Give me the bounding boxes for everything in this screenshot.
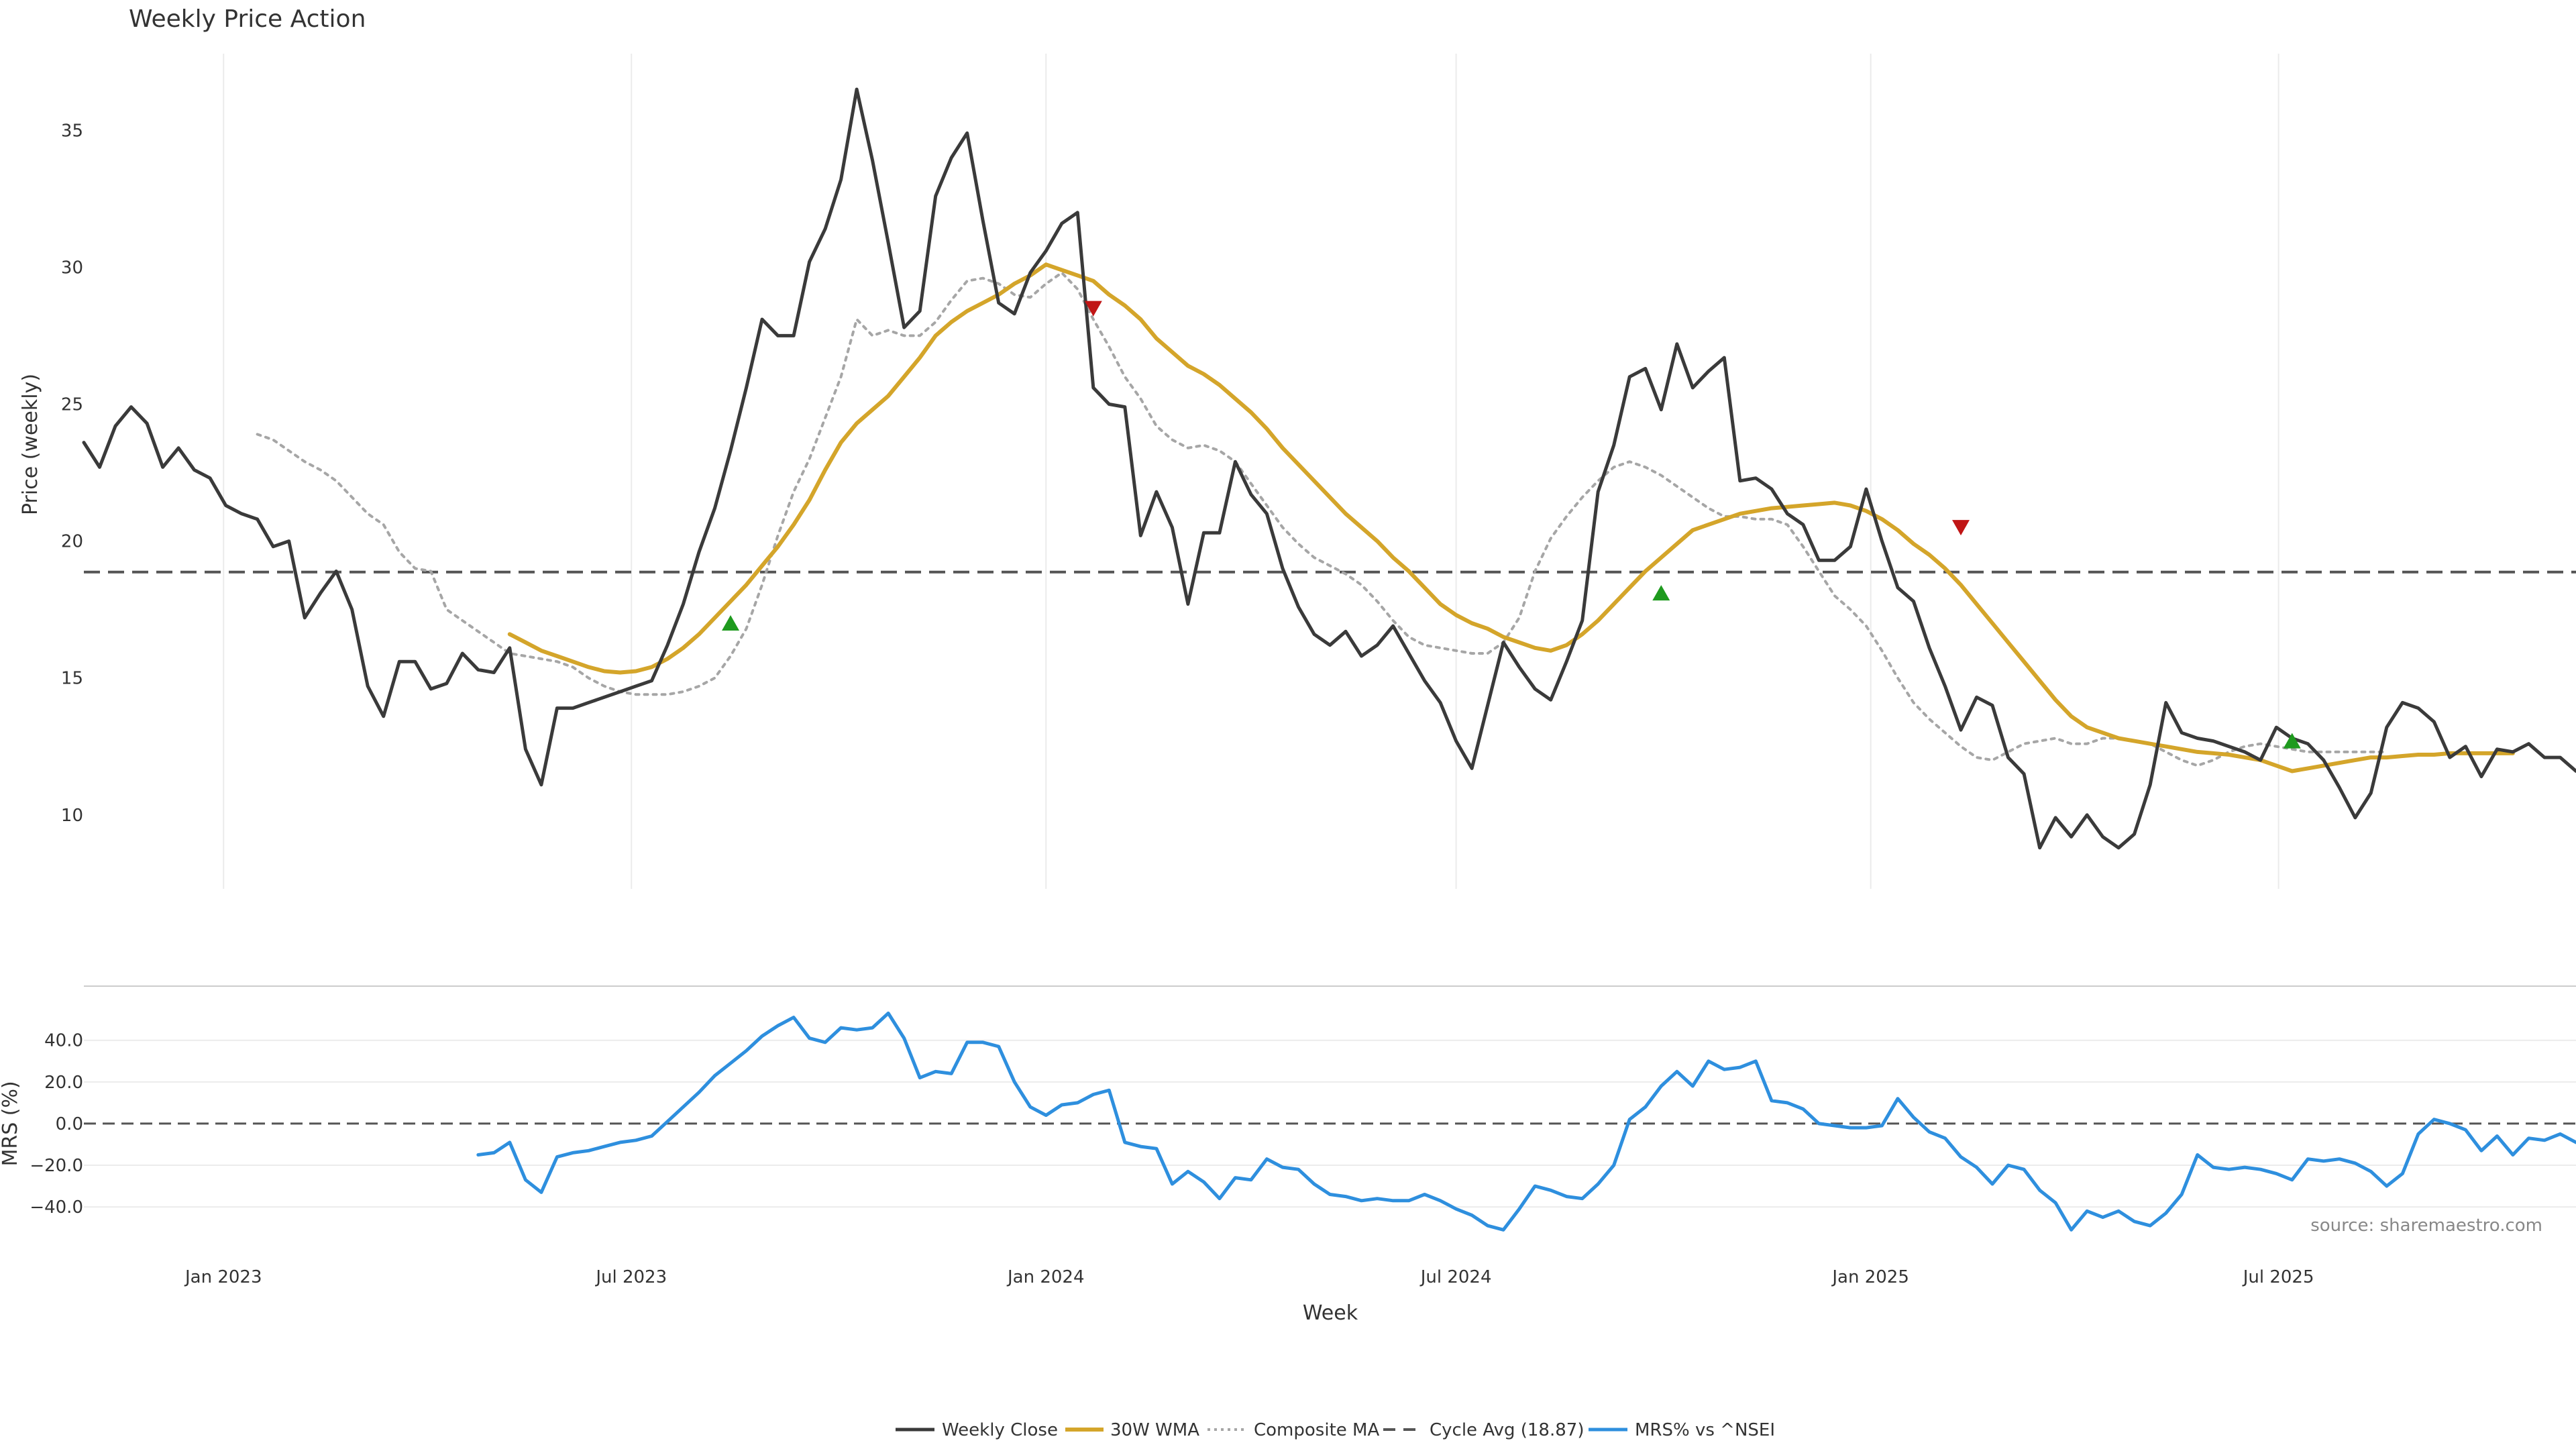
mrs-series [476,1011,2576,1232]
legend-item-weekly-close: Weekly Close [896,1420,1058,1440]
x-tick-2: Jan 2024 [1006,1267,1085,1287]
price-y-tick-1: 15 [61,669,83,689]
sell-signal-marker-1 [1084,301,1102,317]
x-tick-0: Jan 2023 [184,1267,262,1287]
legend-item-cycle-avg: Cycle Avg (18.87) [1383,1420,1584,1440]
mrs-y-axis-label: MRS (%) [0,1081,22,1166]
legend: Weekly Close 30W WMA Composite MA Cycle … [896,1420,1775,1440]
sell-signal-marker-3 [1952,520,1970,536]
buy-signal-marker-4 [2283,733,2301,749]
series-composite-ma-line [256,271,2388,767]
price-series [82,87,2576,850]
source-note: source: sharemaestro.com [2310,1216,2542,1236]
price-y-tick-4: 30 [61,258,83,278]
buy-signal-marker-0 [722,615,740,631]
legend-label-composite-ma: Composite MA [1254,1420,1379,1440]
legend-item-mrs: MRS% vs ^NSEI [1589,1420,1775,1440]
legend-label-cycle-avg: Cycle Avg (18.87) [1430,1420,1584,1440]
mrs-y-tick-2: 0.0 [56,1114,83,1134]
series-weekly-close-line [82,87,2576,850]
price-y-tick-3: 25 [61,394,83,415]
series-mrs-line [476,1011,2576,1232]
mrs-y-tick-3: 20.0 [44,1073,83,1093]
mrs-y-tick-4: 40.0 [44,1031,83,1051]
mrs-y-tick-1: −20.0 [30,1156,83,1176]
legend-item-composite-ma: Composite MA [1208,1420,1379,1440]
legend-label-weekly-close: Weekly Close [942,1420,1058,1440]
mrs-panel: −40.0 −20.0 0.0 20.0 40.0 MRS (%) source: sh… [0,985,2576,1236]
price-panel: 10 15 20 25 30 35 Price (weekly) [19,54,2576,889]
legend-label-30w-wma: 30W WMA [1110,1420,1199,1440]
x-axis-label: Week [1303,1301,1358,1325]
price-y-tick-0: 10 [61,806,83,826]
price-y-axis-label: Price (weekly) [19,374,42,515]
price-y-tick-2: 20 [61,532,83,552]
x-axis-ticks: Jan 2023 Jul 2023 Jan 2024 Jul 2024 Jan 2025… [184,1267,2314,1287]
x-tick-3: Jul 2024 [1419,1267,1492,1287]
buy-signal-marker-2 [1652,585,1670,601]
signal-markers [722,301,2301,749]
x-tick-5: Jul 2025 [2242,1267,2314,1287]
legend-item-30w-wma: 30W WMA [1065,1420,1199,1440]
x-tick-4: Jan 2025 [1831,1267,1909,1287]
price-y-ticks: 10 15 20 25 30 35 [61,121,83,825]
x-tick-1: Jul 2023 [594,1267,667,1287]
chart-title: Weekly Price Action [129,5,366,33]
mrs-y-tick-0: −40.0 [30,1197,83,1218]
series-30w-wma-line [507,262,2515,773]
legend-label-mrs: MRS% vs ^NSEI [1635,1420,1775,1440]
price-grid [223,54,2279,889]
mrs-grid [84,1039,2576,1208]
mrs-y-ticks: −40.0 −20.0 0.0 20.0 40.0 [30,1031,83,1218]
price-y-tick-5: 35 [61,121,83,141]
